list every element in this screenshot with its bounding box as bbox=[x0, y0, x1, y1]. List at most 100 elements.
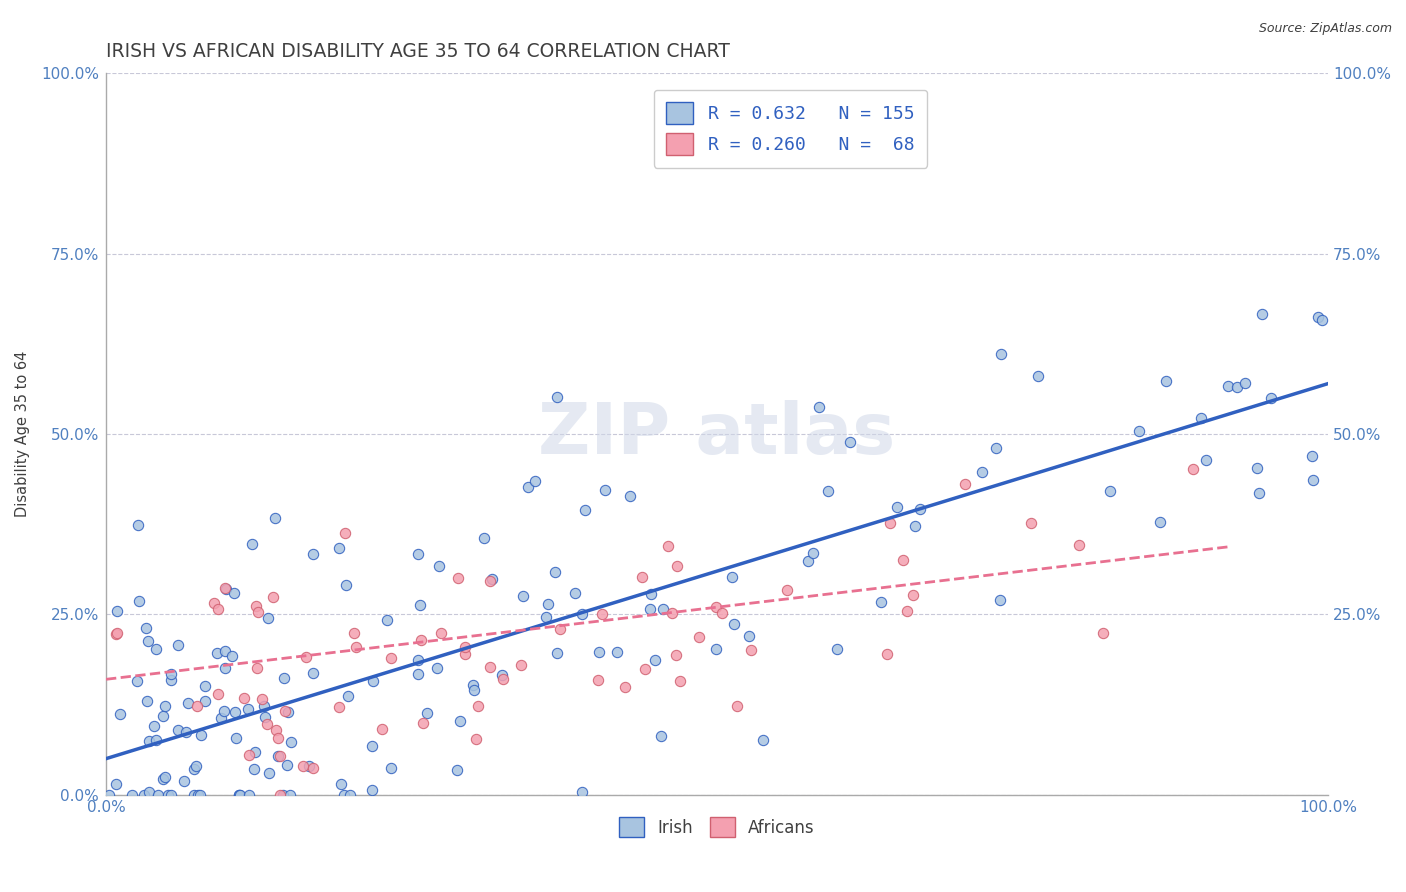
Point bbox=[426, 661, 449, 675]
Point bbox=[264, 723, 287, 738]
Y-axis label: Disability Age 35 to 64: Disability Age 35 to 64 bbox=[15, 351, 30, 517]
Point bbox=[273, 704, 295, 718]
Point bbox=[1249, 486, 1271, 500]
Point bbox=[870, 595, 893, 609]
Point bbox=[329, 777, 352, 791]
Point bbox=[344, 640, 367, 654]
Point bbox=[546, 390, 568, 404]
Point bbox=[634, 662, 657, 676]
Point bbox=[132, 788, 155, 802]
Point bbox=[510, 658, 533, 673]
Point bbox=[725, 699, 748, 714]
Text: Source: ZipAtlas.com: Source: ZipAtlas.com bbox=[1258, 22, 1392, 36]
Point bbox=[546, 646, 568, 660]
Point bbox=[174, 725, 197, 739]
Point bbox=[472, 532, 495, 546]
Point bbox=[225, 731, 247, 745]
Point bbox=[173, 774, 195, 789]
Point bbox=[651, 601, 673, 615]
Point bbox=[207, 646, 229, 660]
Point bbox=[665, 558, 688, 573]
Point bbox=[228, 788, 250, 802]
Point bbox=[1195, 452, 1218, 467]
Point bbox=[588, 644, 610, 658]
Point bbox=[704, 642, 727, 657]
Point bbox=[187, 788, 209, 802]
Point bbox=[207, 687, 229, 701]
Point bbox=[571, 607, 593, 621]
Point bbox=[152, 709, 174, 723]
Point bbox=[704, 600, 727, 615]
Point bbox=[360, 739, 382, 754]
Point bbox=[269, 788, 291, 802]
Point bbox=[1128, 424, 1150, 438]
Point bbox=[262, 591, 284, 605]
Point bbox=[512, 589, 534, 603]
Point bbox=[1250, 307, 1272, 321]
Point bbox=[121, 788, 143, 802]
Point bbox=[98, 788, 121, 802]
Point bbox=[246, 660, 269, 674]
Point bbox=[606, 645, 628, 659]
Point bbox=[990, 347, 1012, 361]
Point bbox=[586, 673, 609, 687]
Point bbox=[454, 648, 477, 662]
Point bbox=[339, 788, 361, 802]
Point bbox=[825, 641, 848, 656]
Point bbox=[1310, 313, 1333, 327]
Point bbox=[301, 665, 323, 680]
Point bbox=[988, 592, 1011, 607]
Point bbox=[361, 783, 384, 797]
Point bbox=[408, 598, 430, 612]
Point bbox=[246, 605, 269, 619]
Point bbox=[166, 638, 188, 652]
Point bbox=[212, 704, 235, 718]
Point bbox=[669, 673, 692, 688]
Point bbox=[380, 760, 402, 774]
Point bbox=[619, 489, 641, 503]
Point bbox=[564, 586, 586, 600]
Point bbox=[478, 574, 501, 588]
Point bbox=[128, 593, 150, 607]
Point bbox=[891, 553, 914, 567]
Point bbox=[752, 732, 775, 747]
Point bbox=[903, 588, 925, 602]
Point bbox=[657, 540, 679, 554]
Point bbox=[879, 516, 901, 530]
Point bbox=[145, 642, 167, 657]
Point bbox=[183, 762, 205, 776]
Point bbox=[801, 546, 824, 560]
Point bbox=[224, 705, 246, 719]
Point bbox=[970, 465, 993, 479]
Point bbox=[298, 759, 321, 773]
Point bbox=[427, 558, 450, 573]
Point bbox=[1098, 483, 1121, 498]
Point bbox=[446, 764, 468, 778]
Point bbox=[335, 578, 357, 592]
Point bbox=[1026, 369, 1049, 384]
Point bbox=[876, 647, 898, 661]
Point bbox=[516, 480, 538, 494]
Point bbox=[333, 526, 356, 541]
Point bbox=[214, 644, 236, 658]
Point bbox=[408, 653, 430, 667]
Point bbox=[1149, 515, 1171, 529]
Point bbox=[295, 650, 318, 665]
Point bbox=[125, 673, 148, 688]
Point bbox=[1301, 449, 1323, 463]
Point bbox=[380, 651, 402, 665]
Point bbox=[723, 616, 745, 631]
Point bbox=[138, 734, 160, 748]
Point bbox=[640, 587, 662, 601]
Point bbox=[337, 689, 360, 703]
Point bbox=[1233, 376, 1256, 391]
Point bbox=[409, 632, 432, 647]
Point bbox=[650, 729, 672, 743]
Point bbox=[1092, 626, 1115, 640]
Point bbox=[243, 745, 266, 759]
Point bbox=[461, 678, 484, 692]
Point bbox=[190, 728, 212, 742]
Point bbox=[167, 723, 190, 737]
Point bbox=[328, 700, 350, 714]
Point bbox=[264, 511, 287, 525]
